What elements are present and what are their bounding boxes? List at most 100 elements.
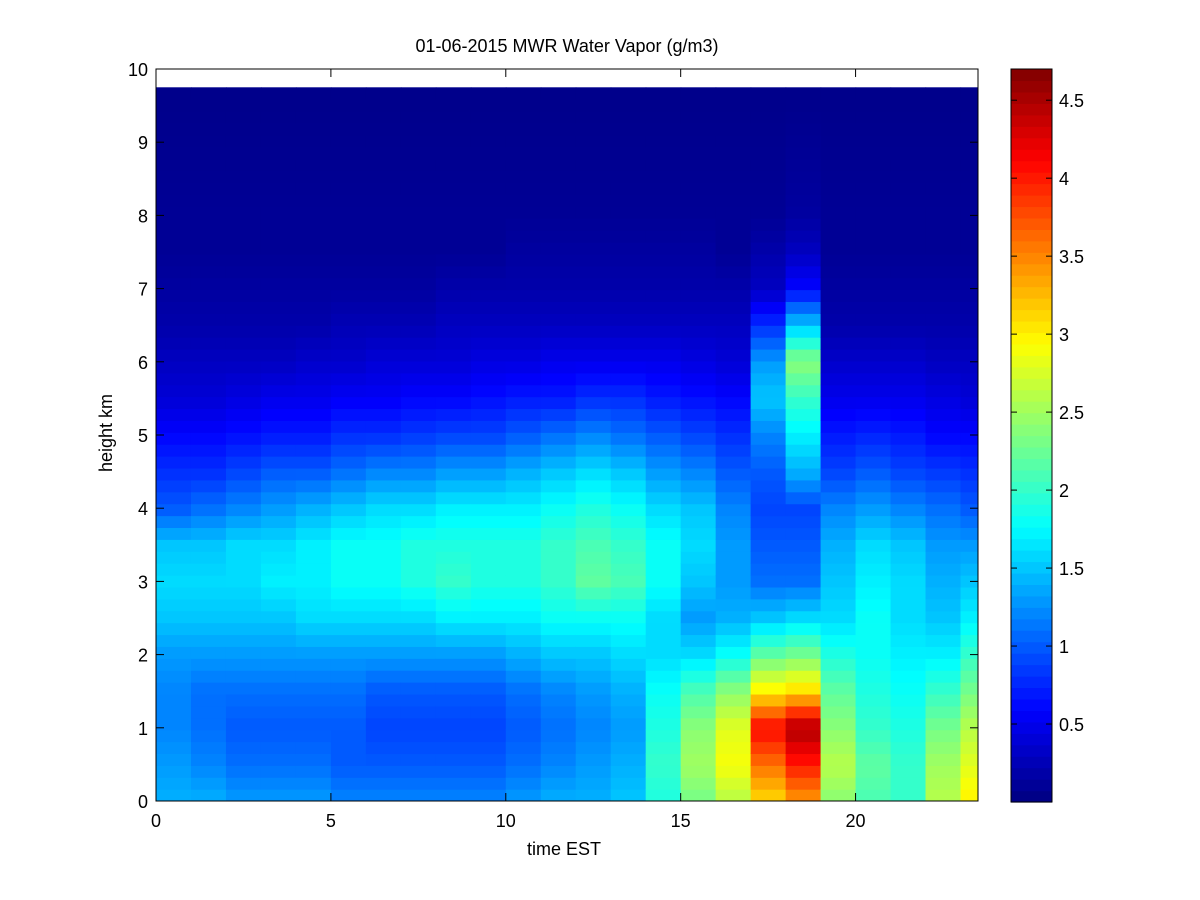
heatmap-cell: [575, 348, 612, 362]
heatmap-cell: [470, 598, 507, 612]
heatmap-cell: [435, 539, 472, 552]
heatmap-cell: [435, 551, 472, 564]
heatmap-cell: [680, 360, 717, 374]
heatmap-cell: [680, 122, 717, 136]
heatmap-cell: [680, 313, 717, 326]
heatmap-cell: [925, 705, 962, 719]
heatmap-cell: [750, 527, 787, 540]
heatmap-cell: [295, 717, 332, 731]
heatmap-cell: [715, 99, 752, 112]
heatmap-cell: [750, 729, 787, 743]
heatmap-cell: [225, 325, 262, 338]
heatmap-cell: [400, 777, 437, 790]
heatmap-cell: [156, 206, 192, 219]
heatmap-cell: [540, 467, 577, 481]
heatmap-cell: [715, 134, 752, 148]
heatmap-cell: [680, 456, 717, 469]
heatmap-cell: [645, 384, 682, 398]
heatmap-cell: [610, 515, 647, 529]
heatmap-cell: [156, 479, 192, 493]
heatmap-cell: [575, 277, 612, 291]
heatmap-cell: [575, 586, 612, 600]
heatmap-cell: [925, 158, 962, 172]
heatmap-cell: [750, 479, 787, 493]
heatmap-cell: [260, 503, 297, 517]
heatmap-cell: [540, 646, 577, 659]
heatmap-cell: [575, 705, 612, 719]
heatmap-cell: [365, 622, 402, 636]
heatmap-cell: [820, 170, 857, 184]
colorbar-segment: [1011, 561, 1052, 574]
heatmap-cell: [156, 301, 192, 314]
y-tick-label: 9: [138, 133, 148, 153]
heatmap-cell: [960, 765, 978, 778]
heatmap-cell: [645, 230, 682, 243]
heatmap-cell: [295, 491, 332, 505]
heatmap-cell: [190, 693, 227, 707]
heatmap-cell: [925, 563, 962, 576]
heatmap-cell: [225, 348, 262, 362]
heatmap-cell: [400, 337, 437, 350]
heatmap-cell: [855, 586, 892, 600]
heatmap-cell: [820, 765, 857, 778]
heatmap-cell: [890, 384, 927, 398]
heatmap-cell: [470, 551, 507, 564]
heatmap-cell: [470, 146, 507, 160]
heatmap-cell: [330, 503, 367, 517]
heatmap: [156, 87, 978, 801]
heatmap-cell: [435, 277, 472, 291]
heatmap-cell: [365, 753, 402, 766]
heatmap-cell: [156, 467, 192, 481]
heatmap-cell: [295, 146, 332, 160]
heatmap-cell: [435, 693, 472, 707]
heatmap-cell: [785, 277, 822, 291]
heatmap-cell: [295, 277, 332, 291]
heatmap-cell: [260, 717, 297, 731]
heatmap-cell: [330, 575, 367, 588]
heatmap-cell: [610, 348, 647, 362]
heatmap-cell: [855, 384, 892, 398]
heatmap-cell: [540, 729, 577, 743]
heatmap-cell: [435, 467, 472, 481]
heatmap-cell: [540, 360, 577, 374]
heatmap-cell: [330, 765, 367, 778]
heatmap-cell: [820, 241, 857, 255]
heatmap-cell: [365, 634, 402, 647]
heatmap-cell: [260, 206, 297, 219]
heatmap-cell: [295, 170, 332, 184]
heatmap-cell: [540, 241, 577, 255]
heatmap-cell: [540, 111, 577, 124]
heatmap-cell: [540, 777, 577, 790]
heatmap-cell: [645, 182, 682, 195]
heatmap-cell: [435, 741, 472, 755]
y-tick-label: 2: [138, 646, 148, 666]
heatmap-cell: [435, 134, 472, 148]
heatmap-cell: [890, 241, 927, 255]
heatmap-cell: [750, 539, 787, 552]
heatmap-cell: [575, 432, 612, 445]
heatmap-cell: [855, 682, 892, 695]
heatmap-cell: [750, 741, 787, 755]
heatmap-cell: [610, 99, 647, 112]
heatmap-cell: [470, 158, 507, 172]
heatmap-cell: [855, 444, 892, 457]
heatmap-cell: [645, 551, 682, 564]
heatmap-cell: [400, 634, 437, 647]
heatmap-cell: [365, 194, 402, 207]
heatmap-cell: [225, 503, 262, 517]
colorbar-segment: [1011, 641, 1052, 654]
heatmap-cell: [855, 218, 892, 231]
heatmap-cell: [785, 777, 822, 790]
heatmap-cell: [820, 658, 857, 671]
heatmap-cell: [715, 503, 752, 517]
heatmap-cell: [435, 456, 472, 469]
colorbar-segment: [1011, 607, 1052, 620]
heatmap-cell: [435, 289, 472, 303]
heatmap-cell: [505, 384, 542, 398]
heatmap-cell: [610, 717, 647, 731]
heatmap-cell: [785, 479, 822, 493]
heatmap-cell: [610, 170, 647, 184]
heatmap-cell: [400, 479, 437, 493]
heatmap-cell: [156, 598, 192, 612]
heatmap-cell: [330, 325, 367, 338]
